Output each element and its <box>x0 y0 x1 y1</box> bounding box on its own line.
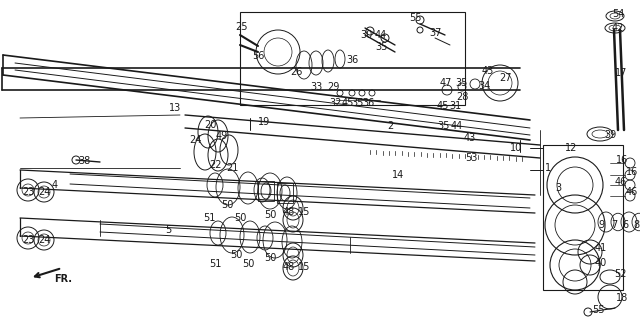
Text: 27: 27 <box>500 73 512 83</box>
Text: 35: 35 <box>375 42 387 52</box>
Text: 6: 6 <box>622 220 628 230</box>
Text: 46: 46 <box>626 187 638 197</box>
Text: 21: 21 <box>226 163 238 173</box>
Text: 37: 37 <box>429 28 441 38</box>
Text: 50: 50 <box>264 253 276 263</box>
Text: 50: 50 <box>234 213 246 223</box>
Text: 22: 22 <box>209 160 221 170</box>
Text: 54: 54 <box>612 9 624 19</box>
Text: 38: 38 <box>78 156 90 166</box>
Text: 36: 36 <box>346 55 358 65</box>
Text: 30: 30 <box>360 30 372 40</box>
Text: 35: 35 <box>438 121 450 131</box>
Bar <box>277 183 293 203</box>
Bar <box>240 12 465 105</box>
Text: 5: 5 <box>165 225 171 235</box>
Text: 15: 15 <box>298 262 310 272</box>
Text: 15: 15 <box>298 207 310 217</box>
Text: 52: 52 <box>614 269 627 279</box>
Text: 34: 34 <box>478 81 490 91</box>
Text: 53: 53 <box>465 153 477 163</box>
Text: 28: 28 <box>456 92 468 102</box>
Text: 35: 35 <box>352 98 364 108</box>
Text: 56: 56 <box>252 51 264 61</box>
Text: 33: 33 <box>310 82 322 92</box>
Text: 51: 51 <box>209 259 221 269</box>
Text: 7: 7 <box>611 220 617 230</box>
Text: 49: 49 <box>216 131 228 141</box>
Text: 9: 9 <box>598 220 604 230</box>
Text: 35: 35 <box>456 78 468 88</box>
Text: 42: 42 <box>612 23 624 33</box>
Text: 24: 24 <box>38 187 50 197</box>
Text: 43: 43 <box>464 133 476 143</box>
Text: 40: 40 <box>595 258 607 268</box>
Text: FR.: FR. <box>54 274 72 284</box>
Text: 23: 23 <box>22 187 34 197</box>
Text: 48: 48 <box>283 262 295 272</box>
Text: 23: 23 <box>22 235 34 245</box>
Text: 16: 16 <box>616 155 628 165</box>
Text: 10: 10 <box>510 143 522 153</box>
Text: 50: 50 <box>264 210 276 220</box>
Text: 45: 45 <box>342 98 354 108</box>
Text: 1: 1 <box>545 163 551 173</box>
Text: 44: 44 <box>375 30 387 40</box>
Text: 50: 50 <box>230 250 242 260</box>
Text: 14: 14 <box>392 170 404 180</box>
Text: 4: 4 <box>52 180 58 190</box>
Text: 50: 50 <box>221 200 233 210</box>
Text: 16: 16 <box>626 167 638 177</box>
Text: 18: 18 <box>616 293 628 303</box>
Text: 39: 39 <box>604 130 616 140</box>
Text: 41: 41 <box>595 243 607 253</box>
Text: 17: 17 <box>615 68 627 78</box>
Text: 3: 3 <box>555 183 561 193</box>
Text: 32: 32 <box>330 98 342 108</box>
Text: 48: 48 <box>283 207 295 217</box>
Text: 44: 44 <box>451 121 463 131</box>
Text: 24: 24 <box>38 235 50 245</box>
Text: 55: 55 <box>592 305 604 315</box>
Text: 55: 55 <box>409 13 421 23</box>
Text: 24: 24 <box>189 135 201 145</box>
Text: 51: 51 <box>203 213 215 223</box>
Text: 36: 36 <box>362 98 374 108</box>
Text: 43: 43 <box>482 66 494 76</box>
Text: 47: 47 <box>440 78 452 88</box>
Text: 25: 25 <box>236 22 248 32</box>
Bar <box>543 145 623 290</box>
Bar <box>258 181 274 201</box>
Text: 45: 45 <box>437 101 449 111</box>
Text: 29: 29 <box>327 82 339 92</box>
Text: 12: 12 <box>565 143 577 153</box>
Text: 31: 31 <box>449 101 461 111</box>
Text: 20: 20 <box>204 120 216 130</box>
Text: 2: 2 <box>387 121 393 131</box>
Text: 46: 46 <box>615 177 627 187</box>
Text: 26: 26 <box>290 67 302 77</box>
Text: 13: 13 <box>169 103 181 113</box>
Text: 8: 8 <box>633 220 639 230</box>
Text: 19: 19 <box>258 117 270 127</box>
Text: 50: 50 <box>242 259 254 269</box>
